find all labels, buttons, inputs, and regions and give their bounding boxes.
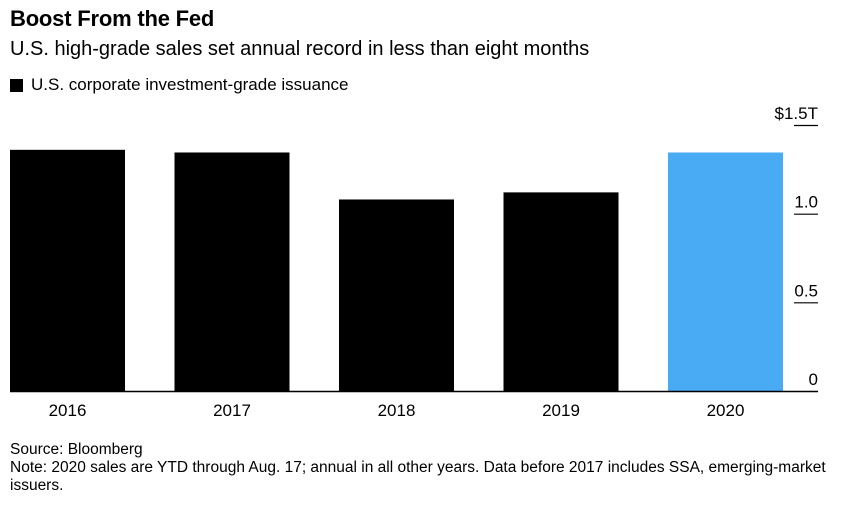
chart-subtitle: U.S. high-grade sales set annual record … <box>10 38 590 60</box>
x-tick-label-2020: 2020 <box>707 401 745 420</box>
y-tick-label-$1.5T: $1.5T <box>775 104 818 123</box>
legend-swatch <box>10 78 23 92</box>
data-note: Note: 2020 sales are YTD through Aug. 17… <box>10 459 826 494</box>
x-tick-label-2016: 2016 <box>49 401 87 420</box>
x-tick-label-2019: 2019 <box>542 401 580 420</box>
legend: U.S. corporate investment-grade issuance <box>10 75 349 95</box>
x-tick-label-2017: 2017 <box>213 401 251 420</box>
y-tick-label-1.0: 1.0 <box>794 193 818 212</box>
footnotes: Source: Bloomberg Note: 2020 sales are Y… <box>10 441 840 495</box>
bar-2016 <box>10 149 125 391</box>
y-tick-label-0.5: 0.5 <box>794 281 818 300</box>
y-tick-label-0: 0 <box>809 370 818 389</box>
source-note: Source: Bloomberg <box>10 441 143 458</box>
bar-2020 <box>668 152 783 391</box>
bar-2019 <box>503 192 619 391</box>
bar-2018 <box>339 199 454 391</box>
chart-title: Boost From the Fed <box>10 6 215 31</box>
bar-2017 <box>174 152 290 391</box>
legend-label: U.S. corporate investment-grade issuance <box>31 75 349 94</box>
x-tick-label-2018: 2018 <box>378 401 416 420</box>
